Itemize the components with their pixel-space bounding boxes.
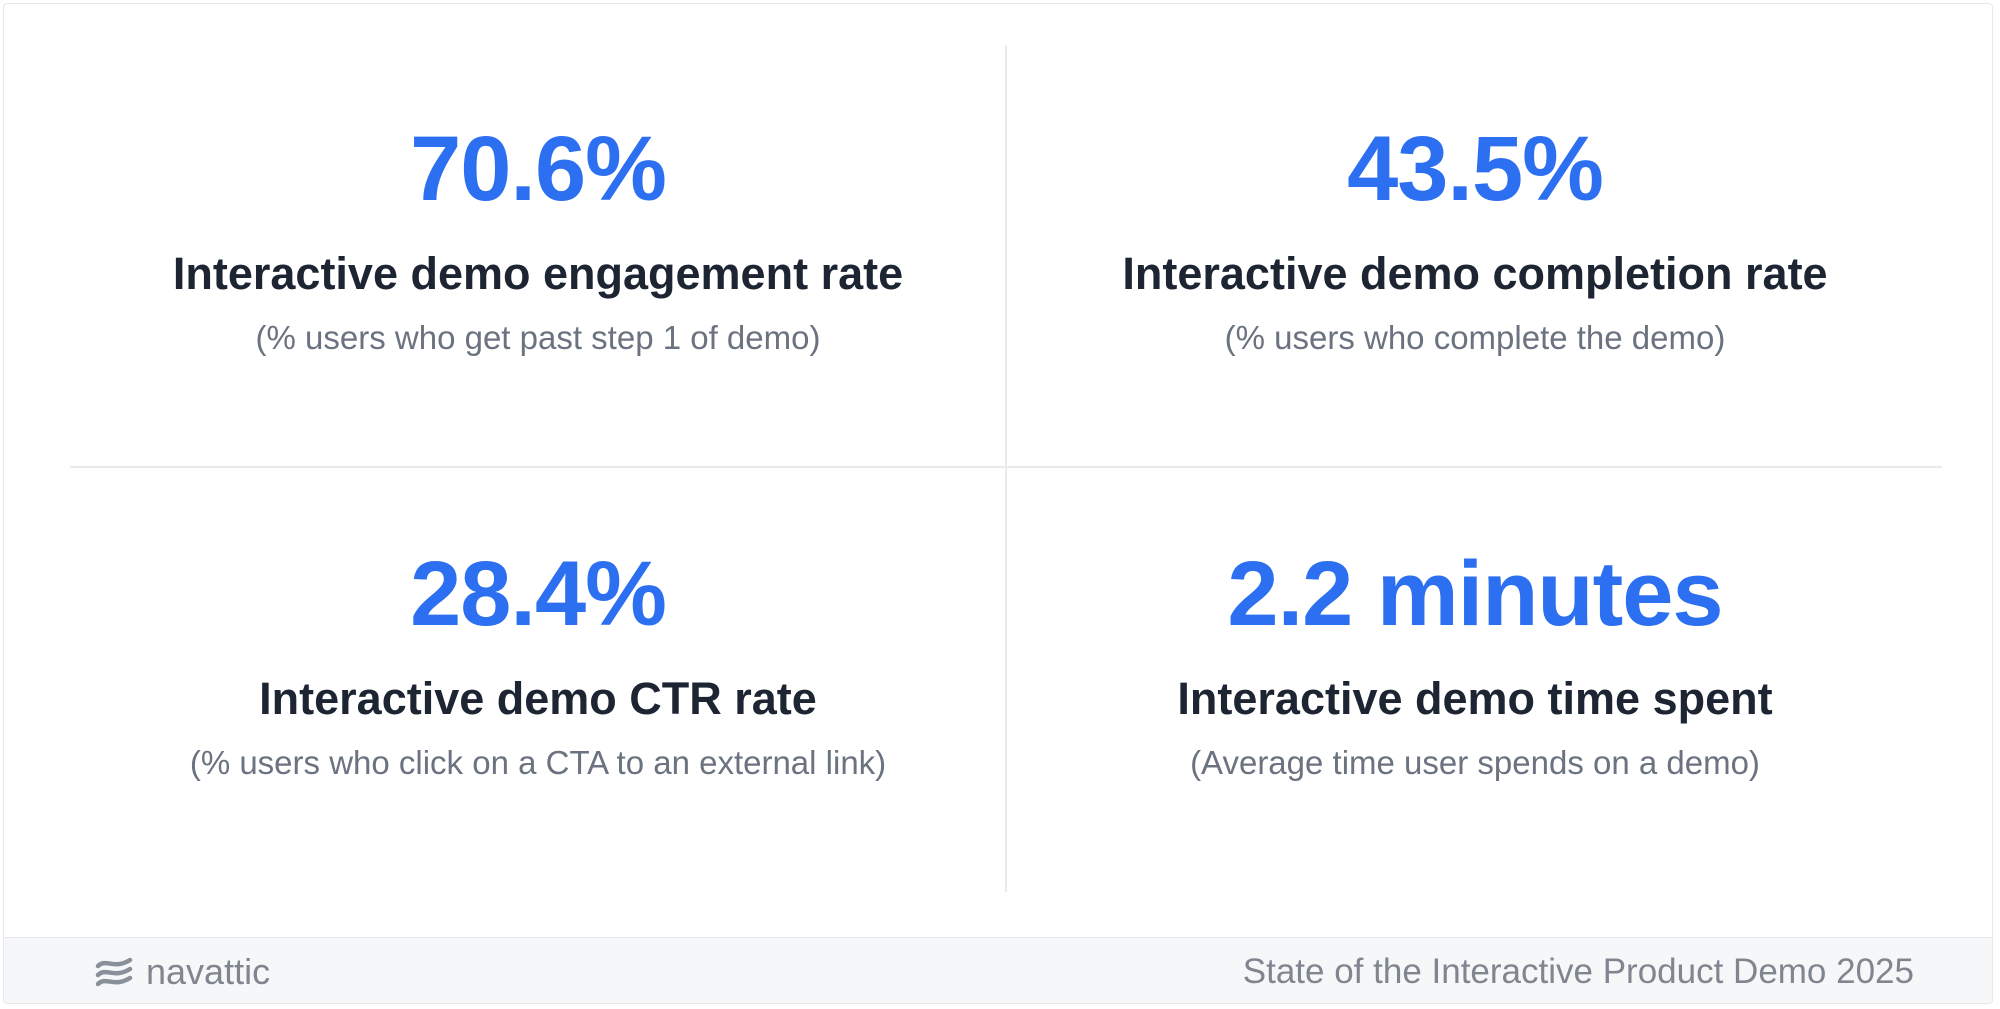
metric-label: Interactive demo CTR rate — [259, 673, 817, 724]
metric-description: (% users who click on a CTA to an extern… — [189, 744, 887, 781]
horizontal-divider — [70, 466, 1942, 468]
metric-label: Interactive demo time spent — [1177, 673, 1773, 724]
brand-name: navattic — [146, 951, 271, 992]
vertical-divider — [1005, 45, 1007, 892]
footer-bar: navattic State of the Interactive Produc… — [4, 937, 1992, 1003]
metric-ctr-rate: 28.4% Interactive demo CTR rate (% users… — [70, 539, 1006, 785]
navattic-logo-icon — [95, 957, 133, 987]
metric-description: (% users who get past step 1 of demo) — [255, 319, 821, 356]
metric-label: Interactive demo engagement rate — [172, 248, 904, 299]
metric-engagement-rate: 70.6% Interactive demo engagement rate (… — [70, 114, 1006, 360]
metric-value: 43.5% — [1347, 118, 1604, 220]
metric-description: (Average time user spends on a demo) — [1190, 744, 1760, 781]
report-title: State of the Interactive Product Demo 20… — [1242, 952, 1914, 991]
metric-value: 70.6% — [410, 118, 667, 220]
metric-description: (% users who complete the demo) — [1224, 319, 1726, 356]
metric-time-spent: 2.2 minutes Interactive demo time spent … — [1007, 539, 1943, 785]
metric-value: 28.4% — [410, 543, 667, 645]
metrics-grid: 70.6% Interactive demo engagement rate (… — [4, 4, 1992, 939]
stats-card: 70.6% Interactive demo engagement rate (… — [3, 3, 1993, 1004]
metric-completion-rate: 43.5% Interactive demo completion rate (… — [1007, 114, 1943, 360]
brand-logo: navattic — [94, 952, 270, 992]
metric-value: 2.2 minutes — [1227, 543, 1723, 645]
metric-label: Interactive demo completion rate — [1122, 248, 1828, 299]
